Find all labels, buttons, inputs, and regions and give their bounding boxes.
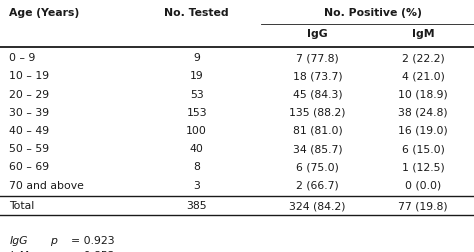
Text: 153: 153: [186, 107, 207, 117]
Text: 2 (66.7): 2 (66.7): [296, 180, 339, 190]
Text: 8: 8: [193, 162, 200, 172]
Text: 4 (21.0): 4 (21.0): [401, 71, 445, 81]
Text: 16 (19.0): 16 (19.0): [398, 125, 448, 136]
Text: = 0.852: = 0.852: [71, 250, 115, 252]
Text: 10 (18.9): 10 (18.9): [398, 89, 448, 99]
Text: 40: 40: [190, 144, 204, 154]
Text: 18 (73.7): 18 (73.7): [293, 71, 342, 81]
Text: 385: 385: [186, 201, 207, 211]
Text: 7 (77.8): 7 (77.8): [296, 53, 339, 63]
Text: 9: 9: [193, 53, 200, 63]
Text: 20 – 29: 20 – 29: [9, 89, 50, 99]
Text: p: p: [50, 250, 57, 252]
Text: 100: 100: [186, 125, 207, 136]
Text: 81 (81.0): 81 (81.0): [293, 125, 342, 136]
Text: 1 (12.5): 1 (12.5): [401, 162, 445, 172]
Text: 38 (24.8): 38 (24.8): [398, 107, 448, 117]
Text: = 0.923: = 0.923: [71, 235, 115, 245]
Text: 0 (0.0): 0 (0.0): [405, 180, 441, 190]
Text: 77 (19.8): 77 (19.8): [398, 201, 448, 211]
Text: IgG: IgG: [9, 235, 28, 245]
Text: 45 (84.3): 45 (84.3): [293, 89, 342, 99]
Text: 19: 19: [190, 71, 204, 81]
Text: IgG: IgG: [307, 29, 328, 39]
Text: 2 (22.2): 2 (22.2): [401, 53, 445, 63]
Text: 6 (75.0): 6 (75.0): [296, 162, 339, 172]
Text: 50 – 59: 50 – 59: [9, 144, 50, 154]
Text: Total: Total: [9, 201, 35, 211]
Text: 53: 53: [190, 89, 204, 99]
Text: 6 (15.0): 6 (15.0): [401, 144, 445, 154]
Text: 34 (85.7): 34 (85.7): [293, 144, 342, 154]
Text: p: p: [50, 235, 57, 245]
Text: 60 – 69: 60 – 69: [9, 162, 50, 172]
Text: 40 – 49: 40 – 49: [9, 125, 50, 136]
Text: IgM: IgM: [9, 250, 29, 252]
Text: 3: 3: [193, 180, 200, 190]
Text: No. Positive (%): No. Positive (%): [324, 8, 422, 18]
Text: 324 (84.2): 324 (84.2): [289, 201, 346, 211]
Text: 135 (88.2): 135 (88.2): [289, 107, 346, 117]
Text: IgM: IgM: [412, 29, 434, 39]
Text: No. Tested: No. Tested: [164, 8, 229, 18]
Text: Age (Years): Age (Years): [9, 8, 80, 18]
Text: 30 – 39: 30 – 39: [9, 107, 50, 117]
Text: 70 and above: 70 and above: [9, 180, 84, 190]
Text: 10 – 19: 10 – 19: [9, 71, 50, 81]
Text: 0 – 9: 0 – 9: [9, 53, 36, 63]
